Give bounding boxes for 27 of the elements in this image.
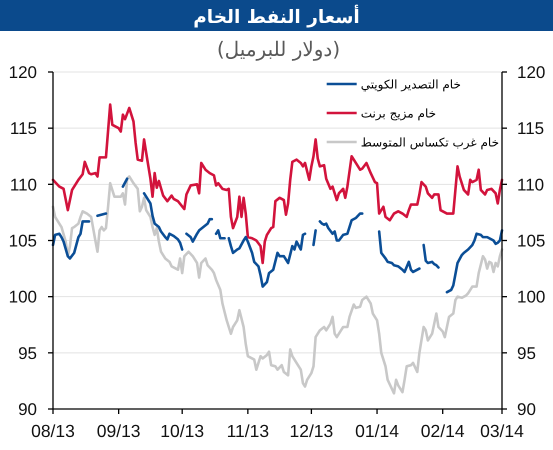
y-tick-label: 110	[10, 175, 37, 194]
y2-tick-label: 90	[517, 400, 536, 419]
x-tick-label: 11/13	[226, 421, 270, 441]
y-tick-label: 90	[18, 400, 37, 419]
y2-tick-label: 120	[517, 63, 546, 82]
x-tick-label: 10/13	[160, 421, 204, 441]
legend-label: خام مزيج برنت	[360, 106, 436, 120]
chart-subtitle: (دولار للبرميل)	[216, 37, 340, 61]
y-tick-label: 100	[8, 288, 37, 307]
y-tick-label: 105	[8, 232, 37, 250]
y2-tick-label: 105	[517, 232, 546, 250]
chart-title: أسعار النفط الخام	[193, 4, 360, 28]
y2-tick-label: 115	[517, 119, 544, 138]
x-tick-label: 09/13	[96, 421, 141, 441]
y2-tick-label: 110	[517, 175, 544, 194]
legend-label: خام غرب تكساس المتوسط	[360, 136, 499, 150]
x-tick-label: 12/13	[289, 421, 334, 441]
y2-tick-label: 95	[517, 344, 536, 363]
y-tick-label: 115	[10, 119, 37, 138]
x-tick-label: 03/14	[480, 421, 524, 441]
y2-tick-label: 100	[517, 288, 546, 307]
y-tick-label: 120	[8, 63, 37, 82]
y-tick-label: 95	[18, 344, 37, 363]
legend-label: خام التصدير الكويتي	[360, 78, 461, 92]
x-tick-label: 02/14	[420, 421, 465, 441]
x-tick-label: 08/13	[31, 421, 75, 441]
x-tick-label: 01/14	[355, 421, 400, 441]
